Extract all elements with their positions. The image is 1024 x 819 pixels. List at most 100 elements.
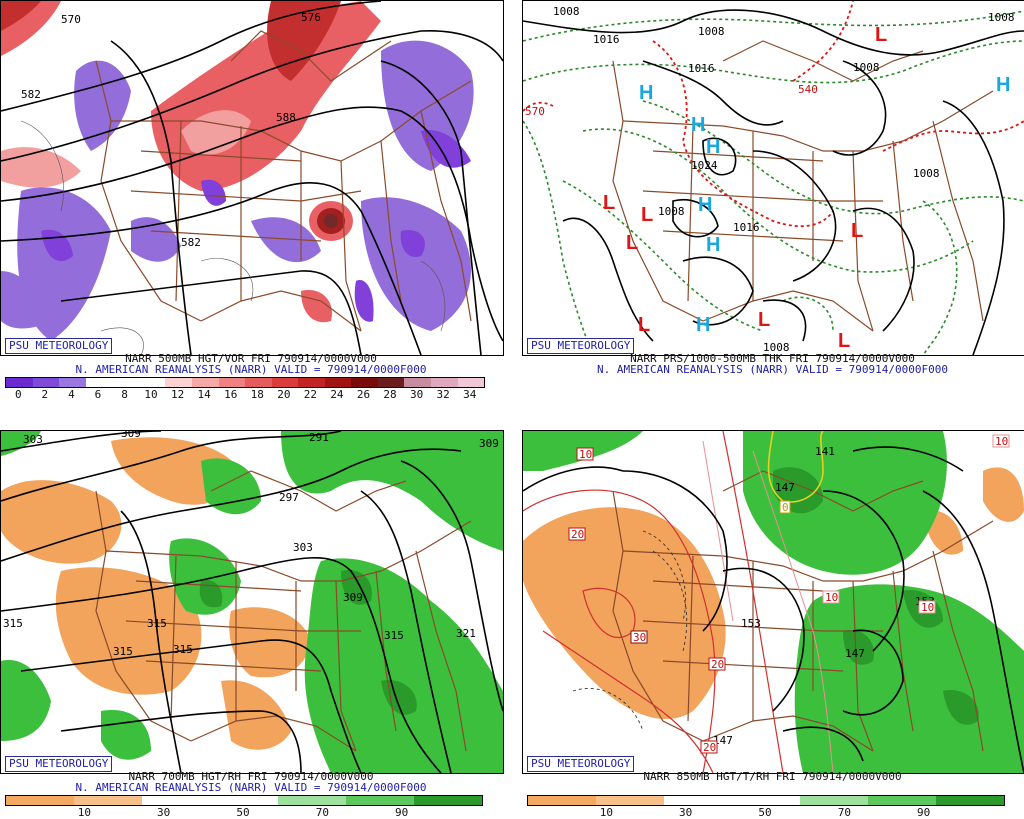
high-pressure-marker: H	[639, 82, 653, 104]
isobar-label: 1008	[658, 205, 685, 218]
colorbar-swatch	[800, 796, 868, 805]
colorbar-tick-label: 16	[224, 388, 238, 401]
high-pressure-marker: H	[691, 114, 705, 136]
panel-500mb-vorticity: 582 588 570 576 582 PSU METEOROLOGY NARR…	[0, 0, 512, 410]
contour-label: 582	[21, 88, 41, 101]
thickness-contours-red	[523, 1, 1024, 228]
colorbar-swatch	[210, 796, 278, 805]
colorbar-swatch	[414, 796, 482, 805]
thickness-label: 540	[798, 83, 818, 96]
colorbar-swatch	[868, 796, 936, 805]
high-pressure-marker: H	[706, 234, 720, 256]
contour-label: 315	[113, 645, 133, 658]
contour-label: 309	[479, 437, 499, 450]
temp-label: 10	[825, 591, 838, 604]
colorbar-tick-label: 0	[14, 388, 22, 401]
height-contours	[523, 446, 1024, 773]
isobar-label: 1008	[988, 11, 1015, 24]
colorbar-tick-label: 34	[463, 388, 477, 401]
colorbar-swatch	[85, 378, 113, 387]
colorbar-tick-label: 6	[94, 388, 102, 401]
colorbar-tick-label: 14	[197, 388, 211, 401]
t850-colorbar	[527, 795, 1005, 806]
colorbar-swatch	[936, 796, 1004, 805]
low-pressure-marker: L	[875, 24, 887, 46]
pressure-map-graphic: 1008 1016 1008 1016 1024 1008 1008 1016 …	[523, 1, 1024, 355]
colorbar-swatch	[596, 796, 664, 805]
low-pressure-marker: L	[626, 232, 638, 254]
caption-line1: NARR 850MB HGT/T/RH FRI 790914/0000V000	[643, 770, 902, 783]
colorbar-swatch	[191, 378, 219, 387]
temperature-labels: 10 20 30 20 20 10 10 0 10	[568, 434, 1010, 754]
contour-label: 315	[384, 629, 404, 642]
panel-850mb-temp-rh: 153 147 153 147 147 141 10 20 30 20 20 1…	[522, 430, 1024, 819]
height-contours	[1, 1, 503, 355]
contour-label: 303	[293, 541, 313, 554]
colorbar-tick-label: 12	[170, 388, 185, 401]
map-500mb-vorticity[interactable]: 582 588 570 576 582 PSU METEOROLOGY	[0, 0, 504, 356]
brand-label: PSU METEOROLOGY	[5, 338, 113, 354]
colorbar-tick-label: 24	[330, 388, 344, 401]
colorbar-swatch	[165, 378, 192, 387]
colorbar-tick-label: 30	[679, 806, 693, 819]
thin-contours	[20, 120, 446, 355]
contour-label: 309	[121, 431, 141, 440]
colorbar-tick-label: 30	[409, 388, 424, 401]
height-contours	[1, 431, 503, 773]
colorbar-tick-label: 70	[837, 806, 851, 819]
map-700mb-rh[interactable]: 303 309 291 297 303 309 315 315 315 315 …	[0, 430, 504, 774]
map-pressure-thickness[interactable]: 1008 1016 1008 1016 1024 1008 1008 1016 …	[522, 0, 1024, 356]
contour-label: 588	[276, 111, 296, 124]
temp-label: 10	[995, 435, 1008, 448]
colorbar-tick-label: 10	[77, 806, 91, 819]
caption-line1: NARR PRS/1000-500MB THK FRI 790914/0000V…	[630, 352, 915, 365]
high-pressure-marker: H	[996, 74, 1010, 96]
zero-isotherm	[767, 431, 824, 503]
colorbar-swatch	[351, 378, 378, 387]
temp-label: 20	[571, 528, 584, 541]
thickness-contours	[523, 10, 1024, 355]
isobar-label: 1008	[913, 167, 940, 180]
colorbar-swatch	[457, 378, 484, 387]
contour-label: 570	[61, 13, 81, 26]
colorbar-tick-label: 70	[315, 806, 329, 819]
colorbar-tick-label: 30	[157, 806, 171, 819]
low-pressure-marker: L	[603, 192, 615, 214]
vorticity-colorbar	[5, 377, 485, 388]
contour-label: 147	[845, 647, 865, 660]
isobars	[523, 9, 1024, 355]
colorbar-tick-label: 50	[236, 806, 250, 819]
contour-label: 576	[301, 11, 321, 24]
colorbar-swatch	[377, 378, 405, 387]
dashed-contours	[572, 530, 688, 732]
contour-label: 321	[456, 627, 476, 640]
colorbar-swatch	[278, 796, 346, 805]
contour-label: 141	[815, 445, 835, 458]
colorbar-tick-label: 22	[303, 388, 317, 401]
contour-label: 309	[343, 591, 363, 604]
colorbar-tick-label: 90	[917, 806, 931, 819]
colorbar-tick-label: 28	[383, 388, 397, 401]
colorbar-swatch	[74, 796, 142, 805]
colorbar-swatch	[6, 378, 33, 387]
colorbar-swatch	[324, 378, 352, 387]
colorbar-tick-label: 50	[758, 806, 772, 819]
rh-shading	[523, 431, 1024, 773]
isobar-label: 1024	[691, 159, 718, 172]
caption-line1: NARR 500MB HGT/VOR FRI 790914/0000V000	[125, 352, 377, 365]
isobar-label: 1008	[763, 341, 790, 354]
isobar-label: 1016	[593, 33, 620, 46]
contour-label: 315	[147, 617, 167, 630]
panel-700mb-rh: 303 309 291 297 303 309 315 315 315 315 …	[0, 430, 512, 819]
contour-label: 297	[279, 491, 299, 504]
isobar-label: 1008	[553, 5, 580, 18]
temp-label: 20	[703, 741, 716, 754]
temperature-contours-light	[702, 440, 834, 773]
map-850mb-temp-rh[interactable]: 153 147 153 147 147 141 10 20 30 20 20 1…	[522, 430, 1024, 774]
colorbar-swatch	[732, 796, 800, 805]
thickness-label: 570	[525, 105, 545, 118]
contour-label: 153	[741, 617, 761, 630]
political-borders	[95, 470, 472, 752]
brand-label: PSU METEOROLOGY	[5, 756, 113, 772]
colorbar-swatch	[138, 378, 166, 387]
